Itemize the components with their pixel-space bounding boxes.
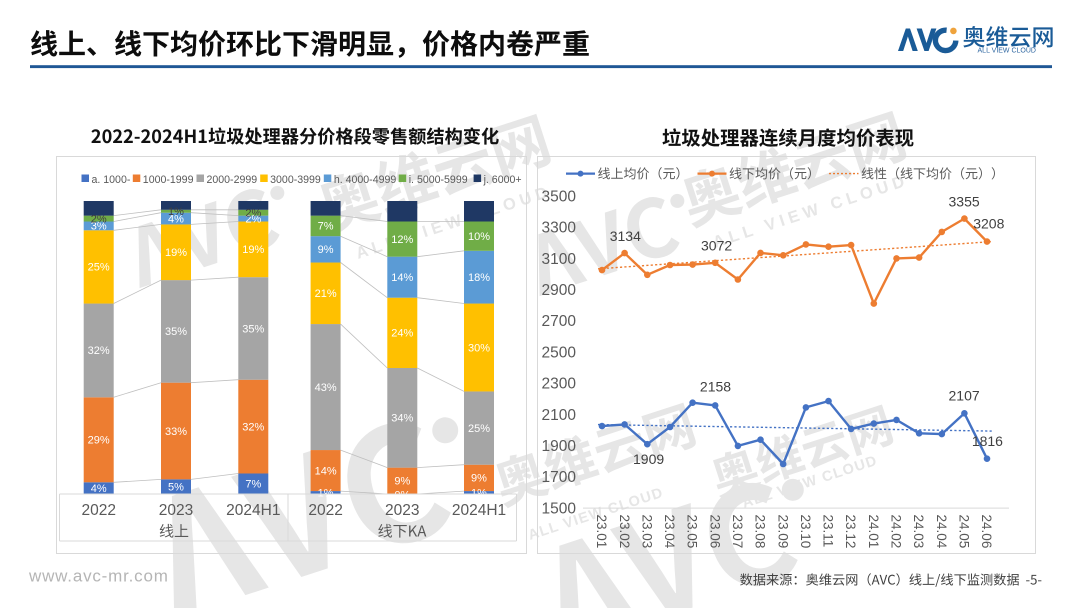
svg-text:25%: 25% (88, 262, 110, 274)
svg-text:ALL VIEW CLOUD: ALL VIEW CLOUD (978, 46, 1037, 55)
svg-text:7%: 7% (318, 221, 334, 233)
svg-text:2024H1: 2024H1 (452, 502, 506, 519)
svg-text:3500: 3500 (542, 188, 577, 205)
svg-text:2500: 2500 (542, 344, 577, 361)
svg-text:4%: 4% (168, 213, 184, 225)
svg-text:35%: 35% (242, 323, 264, 335)
svg-text:23.05: 23.05 (685, 515, 700, 549)
svg-text:34%: 34% (391, 413, 413, 425)
svg-text:1%: 1% (168, 206, 184, 218)
svg-text:2022: 2022 (308, 502, 342, 519)
svg-text:7%: 7% (245, 479, 261, 491)
svg-text:24.02: 24.02 (889, 514, 904, 548)
svg-text:9%: 9% (318, 244, 334, 256)
svg-text:19%: 19% (242, 244, 264, 256)
svg-text:23.04: 23.04 (662, 514, 677, 548)
svg-text:23.08: 23.08 (753, 515, 768, 549)
svg-text:1%: 1% (471, 487, 487, 499)
svg-text:3072: 3072 (701, 238, 732, 254)
svg-text:23.09: 23.09 (775, 515, 790, 549)
svg-text:2%: 2% (245, 208, 261, 220)
svg-text:23.01: 23.01 (594, 515, 609, 549)
svg-text:30%: 30% (468, 342, 490, 354)
svg-text:3208: 3208 (973, 216, 1004, 232)
svg-text:0%: 0% (394, 489, 410, 501)
svg-text:24.04: 24.04 (934, 514, 949, 548)
svg-text:2000-2999: 2000-2999 (206, 174, 257, 186)
svg-text:1816: 1816 (972, 433, 1003, 449)
svg-text:5%: 5% (168, 482, 184, 494)
svg-text:2022: 2022 (81, 502, 115, 519)
svg-text:1909: 1909 (633, 451, 664, 467)
svg-text:a. 1000-: a. 1000- (92, 174, 131, 186)
svg-text:23.10: 23.10 (798, 514, 813, 548)
svg-text:2100: 2100 (542, 407, 577, 424)
svg-text:24.06: 24.06 (979, 515, 994, 549)
svg-text:23.02: 23.02 (617, 514, 632, 548)
svg-text:3%: 3% (91, 221, 107, 233)
svg-text:9%: 9% (394, 476, 410, 488)
svg-text:21%: 21% (315, 288, 337, 300)
svg-text:2024H1: 2024H1 (226, 502, 280, 519)
svg-text:35%: 35% (165, 326, 187, 338)
svg-text:2900: 2900 (542, 282, 577, 299)
svg-text:12%: 12% (391, 234, 413, 246)
svg-text:9%: 9% (471, 473, 487, 485)
svg-text:24.01: 24.01 (866, 515, 881, 549)
svg-text:www.avc-mr.com: www.avc-mr.com (28, 567, 169, 586)
svg-text:23.06: 23.06 (707, 514, 722, 548)
svg-text:1900: 1900 (542, 438, 577, 455)
svg-text:24.05: 24.05 (957, 515, 972, 549)
svg-text:23.12: 23.12 (843, 515, 858, 549)
svg-text:3134: 3134 (610, 228, 641, 244)
svg-text:2700: 2700 (542, 313, 577, 330)
svg-text:3100: 3100 (542, 251, 577, 268)
svg-text:24%: 24% (391, 328, 413, 340)
svg-text:14%: 14% (315, 465, 337, 477)
svg-text:1500: 1500 (542, 500, 577, 517)
svg-text:23.11: 23.11 (821, 515, 836, 548)
svg-text:3000-3999: 3000-3999 (270, 174, 321, 186)
svg-text:18%: 18% (468, 272, 490, 284)
svg-text:3300: 3300 (542, 220, 577, 237)
svg-text:2%: 2% (91, 213, 107, 225)
svg-text:19%: 19% (165, 247, 187, 259)
svg-text:23.07: 23.07 (730, 515, 745, 549)
svg-text:2107: 2107 (949, 388, 980, 404)
svg-text:25%: 25% (468, 423, 490, 435)
svg-text:14%: 14% (391, 272, 413, 284)
svg-text:1%: 1% (318, 487, 334, 499)
svg-text:32%: 32% (242, 421, 264, 433)
svg-text:32%: 32% (88, 345, 110, 357)
svg-text:j. 6000+: j. 6000+ (483, 174, 522, 186)
svg-text:2300: 2300 (542, 376, 577, 393)
svg-text:4%: 4% (91, 483, 107, 495)
svg-text:23.03: 23.03 (639, 515, 654, 549)
svg-text:29%: 29% (88, 435, 110, 447)
svg-text:h. 4000-4999: h. 4000-4999 (334, 174, 397, 186)
svg-text:10%: 10% (468, 231, 490, 243)
svg-text:1700: 1700 (542, 469, 577, 486)
svg-text:43%: 43% (315, 382, 337, 394)
svg-text:2023: 2023 (159, 502, 193, 519)
svg-text:2158: 2158 (700, 379, 731, 395)
svg-text:1000-1999: 1000-1999 (143, 174, 194, 186)
svg-text:24.03: 24.03 (911, 515, 926, 549)
svg-text:i. 5000-5999: i. 5000-5999 (409, 174, 468, 186)
svg-text:2023: 2023 (385, 502, 419, 519)
svg-text:3355: 3355 (949, 194, 980, 210)
svg-text:2%: 2% (245, 213, 261, 225)
svg-text:33%: 33% (165, 426, 187, 438)
